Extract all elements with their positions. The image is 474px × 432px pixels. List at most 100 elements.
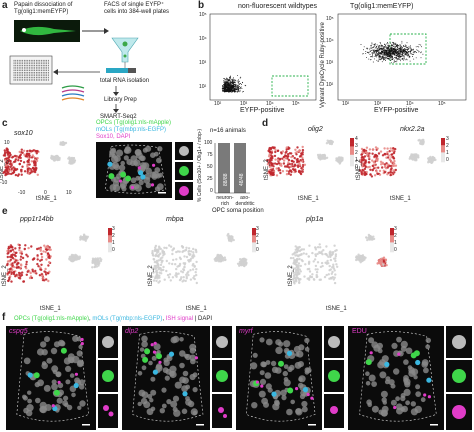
tsne-xlabel: tSNE_1 [298, 196, 319, 202]
panel-f-letter: f [2, 312, 6, 323]
bar-2 [234, 143, 246, 193]
bar1-label: neuron-rich [216, 195, 234, 207]
panel-b-ytick-right: 10⁵ [326, 16, 334, 22]
mol-cell [152, 369, 158, 375]
mol-cell [182, 391, 188, 397]
bar-1 [218, 143, 230, 193]
panel-b-xtick: 10² [214, 101, 222, 107]
mol-cell [107, 161, 113, 167]
panel-b-ytick: 10³ [199, 60, 207, 66]
bar-ytick: 75 [207, 152, 213, 158]
inset-magenta [324, 394, 344, 428]
opc-cell [53, 389, 60, 396]
opc-cell [108, 173, 115, 180]
ish-dot [306, 392, 310, 397]
opc-cell [365, 359, 372, 366]
scale-bar [430, 424, 438, 426]
mol-cell [138, 170, 144, 176]
ish-dot [57, 380, 61, 384]
opc-cell [125, 175, 132, 182]
panel-b-xtick: 10⁵ [292, 101, 300, 107]
tsne-ytick: 10 [4, 140, 10, 146]
scale-bar [158, 192, 166, 194]
tsne-xtick: 10 [66, 190, 72, 196]
panel-f-legend: OPCs (Tg(olig1:nls-mApple), mOLs (Tg(mbp… [14, 316, 213, 322]
tsne-xtick: 0 [44, 190, 47, 196]
mol-cell [73, 382, 79, 389]
ish-dot [158, 360, 162, 364]
panel-a-letter: a [2, 0, 8, 11]
tsne-xlabel: tSNE_1 [36, 196, 57, 202]
panel-a-step1: Papain dissociation of Tg(olig1:memEYFP) [14, 2, 73, 15]
panel-e-letter: e [2, 206, 8, 217]
panel-a-smartseq-text: SMART-Seq2 [100, 114, 137, 120]
ish-dot [152, 350, 157, 354]
ish-dot [152, 163, 156, 167]
tsne-ylabel: tSNE_2 [288, 265, 294, 286]
opc-cell [287, 387, 294, 394]
panel-b-letter: b [198, 0, 205, 11]
tsne-e-mbpa-points [151, 232, 248, 285]
panel-b-xtick-right: 10² [342, 101, 350, 107]
panel-c-legend-sox10: Sox10, DAPI [96, 134, 131, 140]
ish-dot [80, 342, 84, 346]
panel-b-ytick: 10² [199, 84, 207, 90]
nuclei [132, 331, 204, 426]
panel-e-gene2: mbpa [166, 216, 184, 223]
panel-c-legend-opc: OPCs (Tg(olig1:nls-mApple) [96, 120, 172, 126]
inset-gray [324, 326, 344, 358]
inset-green [324, 360, 344, 392]
tissue-outline [246, 331, 316, 422]
opc-cell [144, 348, 151, 355]
tsne-ytick: 0 [6, 160, 9, 166]
panel-b-ytick: 10⁵ [199, 12, 207, 18]
tsne-e-scale2 [252, 228, 256, 253]
inset-magenta [98, 394, 118, 428]
ish-dot [369, 351, 373, 355]
tsne-ylabel: tSNE_2 [2, 265, 8, 286]
bar-ytick: 25 [207, 176, 213, 182]
panel-b-xtick-right: 10⁴ [406, 101, 414, 107]
inset-magenta [446, 394, 472, 430]
tsne-d-scale1 [350, 138, 354, 167]
panel-f-micrograph-3 [236, 326, 322, 430]
opc-cell [278, 360, 284, 367]
tsne-d-olig2-points [266, 139, 344, 177]
panel-c-gene: sox10 [14, 130, 33, 137]
tissue-outline [132, 331, 204, 422]
mol-cell [27, 372, 33, 378]
bar-ytick: 0 [210, 188, 213, 194]
ish-dot [295, 387, 299, 391]
scale-bar [196, 424, 204, 426]
panel-b-xlabel-left: EYFP-positive [240, 107, 285, 114]
nuclei [359, 331, 438, 426]
mol-cell [384, 361, 390, 367]
opc-cell [142, 356, 149, 363]
tsne-e-scale1 [108, 228, 112, 253]
tsne-xlabel: tSNE_1 [186, 306, 207, 312]
inset-gray [212, 326, 232, 358]
ish-dot [260, 384, 264, 388]
panel-f-probe3: myrf [239, 328, 253, 335]
tsne-c-points [2, 140, 77, 177]
ish-dot [150, 183, 155, 187]
zebrafish-larva-image [14, 20, 80, 42]
inset-green [212, 360, 232, 392]
opc-cell [60, 347, 67, 354]
tissue-outline [104, 144, 167, 194]
ish-dot [118, 179, 122, 183]
panel-f-micrograph-1 [6, 326, 96, 430]
inset-green [446, 360, 472, 392]
bar-ytick: 50 [207, 164, 213, 170]
ish-dot [150, 343, 154, 347]
panel-b-ytick-right: 10³ [326, 60, 334, 66]
tsne-e-ppp-points [6, 233, 103, 283]
ish-dot [153, 341, 157, 345]
bar2-label: axo-dendritic [235, 195, 255, 207]
